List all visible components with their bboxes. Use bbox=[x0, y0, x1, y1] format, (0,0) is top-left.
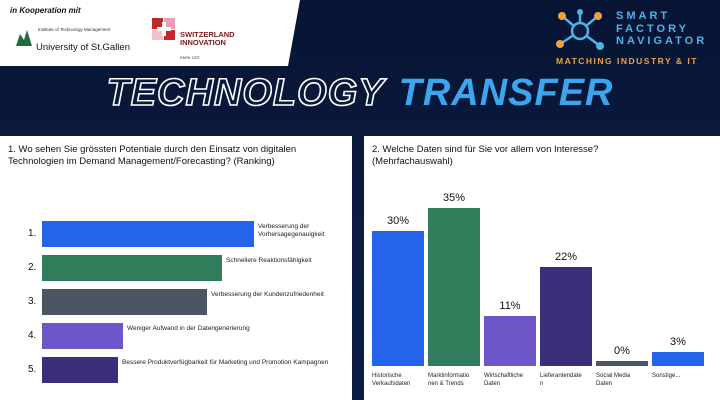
rank-bar bbox=[42, 255, 222, 281]
sfn-line-1: SMART bbox=[616, 10, 671, 22]
rank-bar bbox=[42, 289, 207, 315]
ranking-panel: 1. Wo sehen Sie grössten Potentiale durc… bbox=[0, 136, 352, 400]
rank-label: Verbesserung der Kundenzufriedenheit bbox=[211, 291, 324, 298]
data-bar bbox=[484, 316, 536, 366]
page-title: TECHNOLOGY TRANSFER bbox=[0, 71, 720, 115]
data-bar-value: 3% bbox=[670, 336, 686, 348]
data-bar bbox=[540, 267, 592, 366]
rank-number: 1. bbox=[28, 228, 37, 239]
innovation-park-logo-icon bbox=[152, 18, 175, 40]
title-technology: TECHNOLOGY bbox=[106, 71, 385, 115]
network-logo-icon bbox=[556, 9, 604, 50]
data-bar-value: 22% bbox=[554, 251, 578, 263]
innovation-park-name: SWITZERLAND INNOVATION bbox=[180, 31, 235, 47]
data-bar-label: Wirtschaftliche Daten bbox=[484, 373, 524, 387]
data-bar-value: 0% bbox=[614, 345, 630, 357]
hsg-name: University of St.Gallen bbox=[36, 42, 130, 53]
rank-label: Weniger Aufwand in der Datengenerierung bbox=[127, 325, 250, 332]
data-bar bbox=[652, 352, 704, 366]
rank-number: 4. bbox=[28, 330, 37, 341]
rank-bar bbox=[42, 357, 118, 383]
ranking-question: 1. Wo sehen Sie grössten Potentiale durc… bbox=[8, 144, 297, 167]
innovation-park-sub: PARK OST bbox=[180, 55, 200, 60]
rank-number: 2. bbox=[28, 262, 37, 273]
smart-factory-navigator-name: SMART FACTORY NAVIGATOR bbox=[616, 10, 707, 48]
data-interest-question: 2. Welche Daten sind für Sie vor allem v… bbox=[372, 144, 599, 167]
si-line-1: SWITZERLAND bbox=[180, 30, 235, 39]
rank-number: 3. bbox=[28, 296, 37, 307]
sfn-line-3: NAVIGATOR bbox=[616, 35, 708, 47]
data-interest-panel: 2. Welche Daten sind für Sie vor allem v… bbox=[364, 136, 720, 400]
data-bar-label: Sonstige... bbox=[652, 373, 681, 379]
data-bar bbox=[372, 231, 424, 366]
hsg-institute: Institute of Technology Management bbox=[38, 27, 111, 32]
hsg-logo-icon bbox=[16, 30, 32, 46]
sfn-line-2: FACTORY bbox=[616, 22, 689, 35]
cooperation-label: in Kooperation mit bbox=[10, 6, 81, 15]
partner-banner bbox=[0, 0, 300, 66]
sfn-tagline: MATCHING INDUSTRY & IT bbox=[556, 56, 698, 66]
data-bar-value: 30% bbox=[386, 215, 410, 227]
si-line-2: INNOVATION bbox=[180, 38, 226, 47]
data-bar-label: Marktinformatio nen & Trends bbox=[428, 373, 470, 387]
rank-bar bbox=[42, 221, 254, 247]
rank-number: 5. bbox=[28, 364, 37, 375]
data-bar-label: Social Media Daten bbox=[596, 373, 631, 387]
rank-label: Verbesserung der Vorhersagegenauigkeit bbox=[258, 223, 325, 238]
rank-label: Bessere Produktverfügbarkeit für Marketi… bbox=[122, 359, 329, 366]
data-bar-value: 35% bbox=[442, 192, 466, 204]
data-bar bbox=[596, 361, 648, 366]
rank-label: Schnellere Reaktionsfähigkeit bbox=[226, 257, 312, 264]
data-bar bbox=[428, 208, 480, 366]
data-bar-label: Lieferantendate n bbox=[540, 373, 582, 387]
data-bar-label: Historische Verkaufsdaten bbox=[372, 373, 411, 387]
rank-bar bbox=[42, 323, 123, 349]
title-transfer: TRANSFER bbox=[398, 72, 614, 114]
data-bar-value: 11% bbox=[499, 300, 521, 312]
